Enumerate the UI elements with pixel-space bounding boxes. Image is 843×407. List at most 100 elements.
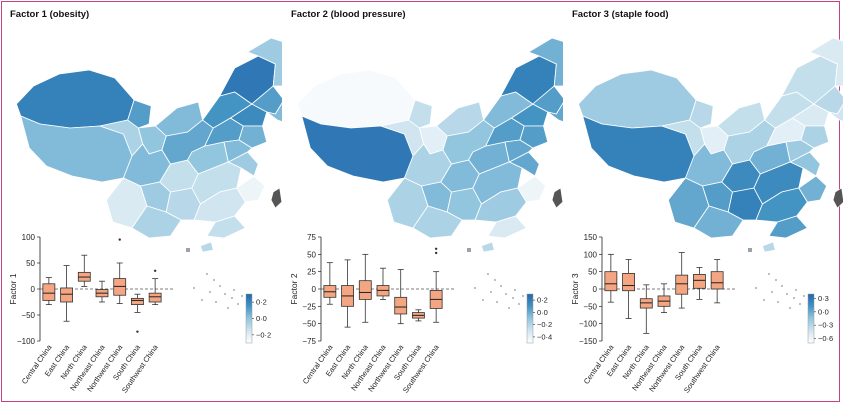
box-2 xyxy=(358,253,372,323)
colorbar-tick-label: 0·0 xyxy=(818,307,829,316)
y-tick-label: −50 xyxy=(21,311,35,320)
island-dot xyxy=(494,279,496,281)
box-0 xyxy=(604,253,618,303)
province-15 xyxy=(474,187,527,223)
china-map xyxy=(577,37,843,253)
box-6 xyxy=(148,269,162,306)
province-21 xyxy=(800,125,830,149)
island-dot xyxy=(213,279,215,281)
panel-title: Factor 1 (obesity) xyxy=(10,9,90,20)
colorbar-bar xyxy=(807,293,815,344)
box-3 xyxy=(657,283,671,313)
island-dot xyxy=(793,297,795,299)
colorbar-tick-label: −0·2 xyxy=(256,330,271,339)
island-dot xyxy=(522,295,524,297)
outlier-point xyxy=(118,238,121,241)
box-1 xyxy=(341,259,354,328)
panel-title: Factor 3 (staple food) xyxy=(572,9,669,20)
y-axis-label: Factor 2 xyxy=(289,273,299,304)
box-iqr xyxy=(358,280,372,300)
y-tick-label: −50 xyxy=(302,320,316,329)
island-dot xyxy=(233,289,235,291)
island-dot xyxy=(487,273,489,275)
colorbar-tick-label: 0·2 xyxy=(256,298,267,307)
colorbar-legend: 0·2 0·0 −0·2 xyxy=(245,293,271,344)
box-5 xyxy=(412,309,425,322)
island-dot xyxy=(768,273,770,275)
y-tick-label: 50 xyxy=(307,250,316,259)
box-0 xyxy=(42,277,56,306)
island-dot xyxy=(231,297,233,299)
y-axis-label: Factor 1 xyxy=(8,273,18,304)
island-dot xyxy=(474,287,476,289)
province-21 xyxy=(519,125,549,149)
island-dot xyxy=(514,289,516,291)
box-5 xyxy=(693,267,706,300)
y-tick-label: −150 xyxy=(579,337,598,346)
box-iqr xyxy=(60,287,73,303)
island-dot xyxy=(799,303,801,305)
y-axis-label: Factor 3 xyxy=(570,273,580,304)
island-dot xyxy=(518,303,520,305)
box-4 xyxy=(113,238,127,304)
island-0 xyxy=(270,187,283,209)
box-3 xyxy=(376,267,390,300)
y-tick-label: 150 xyxy=(584,233,598,242)
colorbar-tick-label: −0·2 xyxy=(537,320,552,329)
island-dot xyxy=(193,287,195,289)
colorbar-tick-label: 0·0 xyxy=(537,308,548,317)
panel-factor-3: Factor 3 (staple food) 150 100 50 0 −50 −100 −… xyxy=(564,2,843,402)
island-dot xyxy=(789,307,791,309)
outlier-point xyxy=(434,247,438,250)
island-dot xyxy=(490,291,492,293)
colorbar-tick-label: 0·3 xyxy=(818,294,829,303)
province-17 xyxy=(798,175,828,203)
island-1 xyxy=(762,241,776,253)
box-iqr xyxy=(113,278,127,296)
island-dot xyxy=(512,297,514,299)
box-iqr xyxy=(131,297,144,305)
box-iqr xyxy=(394,296,408,315)
province-21 xyxy=(238,125,268,149)
island-dot xyxy=(215,301,217,303)
island-dot xyxy=(775,279,777,281)
island-dot xyxy=(206,273,208,275)
island-dot xyxy=(777,301,779,303)
y-tick-label: −100 xyxy=(579,320,598,329)
box-iqr xyxy=(42,283,56,301)
y-tick-label: 75 xyxy=(307,233,316,242)
island-1 xyxy=(481,241,495,253)
island-dot xyxy=(500,285,502,287)
island-dot xyxy=(505,293,507,295)
box-3 xyxy=(95,280,109,303)
colorbar-bar xyxy=(245,293,253,344)
colorbar-legend: 0·3 0·0 −0·3 −0·6 xyxy=(807,293,833,344)
colorbar-tick-label: 0·2 xyxy=(537,296,548,305)
box-2 xyxy=(77,254,91,287)
panel-factor-2: Factor 2 (blood pressure) 75 50 25 0 −25 −50 −… xyxy=(283,2,583,402)
box-iqr xyxy=(639,298,653,309)
province-3 xyxy=(408,99,433,129)
island-dot xyxy=(241,295,243,297)
island-dot xyxy=(508,307,510,309)
province-22 xyxy=(785,139,815,163)
box-iqr xyxy=(675,274,689,295)
inset-marker xyxy=(186,248,190,252)
province-15 xyxy=(193,187,246,223)
box-6 xyxy=(710,259,724,304)
province-0 xyxy=(296,69,416,129)
box-4 xyxy=(675,252,689,309)
province-0 xyxy=(15,69,135,129)
y-tick-label: 25 xyxy=(307,268,316,277)
province-3 xyxy=(689,99,714,129)
box-6 xyxy=(429,247,443,323)
island-dot xyxy=(237,303,239,305)
outlier-point xyxy=(136,330,139,333)
y-tick-label: 50 xyxy=(588,268,597,277)
box-iqr xyxy=(622,272,635,292)
outlier-point xyxy=(434,251,438,255)
island-dot xyxy=(771,291,773,293)
